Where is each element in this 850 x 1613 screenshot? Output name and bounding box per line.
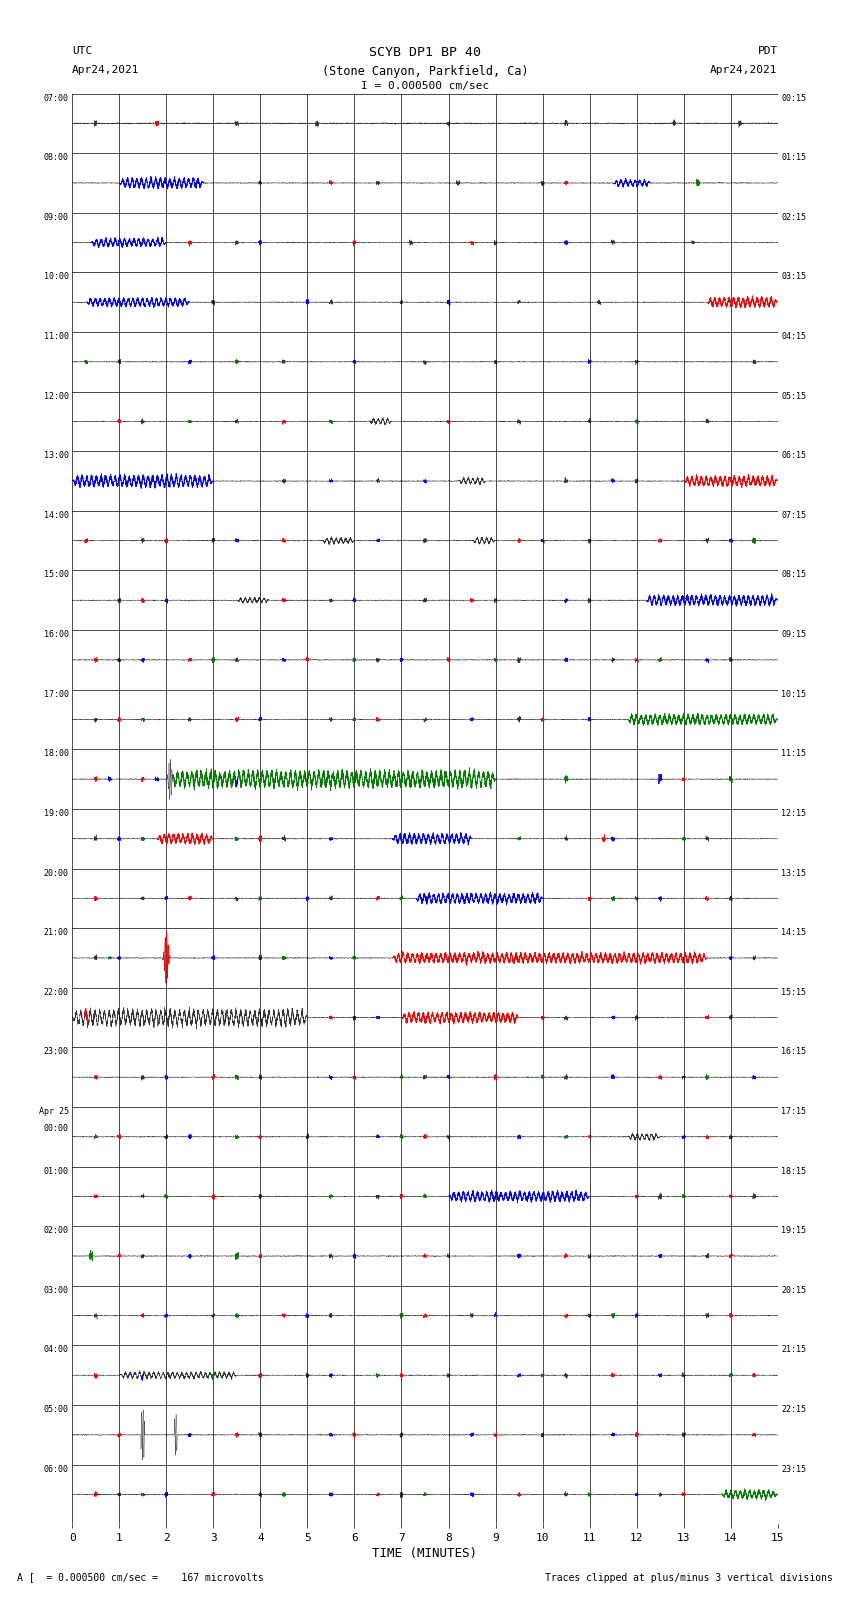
Text: 13:15: 13:15 <box>781 868 807 877</box>
Text: 23:00: 23:00 <box>43 1047 69 1057</box>
Text: 00:15: 00:15 <box>781 94 807 103</box>
Text: 09:00: 09:00 <box>43 213 69 221</box>
Text: 01:15: 01:15 <box>781 153 807 163</box>
Text: 06:00: 06:00 <box>43 1465 69 1474</box>
Text: 16:00: 16:00 <box>43 631 69 639</box>
Text: 19:15: 19:15 <box>781 1226 807 1236</box>
Text: UTC: UTC <box>72 45 93 56</box>
Text: 10:00: 10:00 <box>43 273 69 281</box>
Text: 09:15: 09:15 <box>781 631 807 639</box>
Text: 05:15: 05:15 <box>781 392 807 400</box>
Text: (Stone Canyon, Parkfield, Ca): (Stone Canyon, Parkfield, Ca) <box>321 65 529 77</box>
Text: 22:00: 22:00 <box>43 987 69 997</box>
Text: 02:00: 02:00 <box>43 1226 69 1236</box>
Text: 08:15: 08:15 <box>781 571 807 579</box>
Text: 03:00: 03:00 <box>43 1286 69 1295</box>
Text: 16:15: 16:15 <box>781 1047 807 1057</box>
Text: 06:15: 06:15 <box>781 452 807 460</box>
Text: 12:15: 12:15 <box>781 810 807 818</box>
Text: Traces clipped at plus/minus 3 vertical divisions: Traces clipped at plus/minus 3 vertical … <box>545 1573 833 1582</box>
X-axis label: TIME (MINUTES): TIME (MINUTES) <box>372 1547 478 1560</box>
Text: 11:00: 11:00 <box>43 332 69 340</box>
Text: 21:15: 21:15 <box>781 1345 807 1355</box>
Text: 04:00: 04:00 <box>43 1345 69 1355</box>
Text: 21:00: 21:00 <box>43 927 69 937</box>
Text: 13:00: 13:00 <box>43 452 69 460</box>
Text: 14:00: 14:00 <box>43 511 69 519</box>
Text: 14:15: 14:15 <box>781 927 807 937</box>
Text: 19:00: 19:00 <box>43 810 69 818</box>
Text: 18:00: 18:00 <box>43 750 69 758</box>
Text: 10:15: 10:15 <box>781 690 807 698</box>
Text: 23:15: 23:15 <box>781 1465 807 1474</box>
Text: 20:00: 20:00 <box>43 868 69 877</box>
Text: 08:00: 08:00 <box>43 153 69 163</box>
Text: A [  = 0.000500 cm/sec =    167 microvolts: A [ = 0.000500 cm/sec = 167 microvolts <box>17 1573 264 1582</box>
Text: 03:15: 03:15 <box>781 273 807 281</box>
Text: SCYB DP1 BP 40: SCYB DP1 BP 40 <box>369 45 481 60</box>
Text: I = 0.000500 cm/sec: I = 0.000500 cm/sec <box>361 81 489 90</box>
Text: Apr 25: Apr 25 <box>39 1107 69 1116</box>
Text: 02:15: 02:15 <box>781 213 807 221</box>
Text: 01:00: 01:00 <box>43 1166 69 1176</box>
Text: 07:15: 07:15 <box>781 511 807 519</box>
Text: 18:15: 18:15 <box>781 1166 807 1176</box>
Text: 22:15: 22:15 <box>781 1405 807 1415</box>
Text: 07:00: 07:00 <box>43 94 69 103</box>
Text: 20:15: 20:15 <box>781 1286 807 1295</box>
Text: 15:15: 15:15 <box>781 987 807 997</box>
Text: 12:00: 12:00 <box>43 392 69 400</box>
Text: Apr24,2021: Apr24,2021 <box>72 65 139 74</box>
Text: 05:00: 05:00 <box>43 1405 69 1415</box>
Text: 17:15: 17:15 <box>781 1107 807 1116</box>
Text: PDT: PDT <box>757 45 778 56</box>
Text: 00:00: 00:00 <box>43 1124 69 1134</box>
Text: 17:00: 17:00 <box>43 690 69 698</box>
Text: 11:15: 11:15 <box>781 750 807 758</box>
Text: 04:15: 04:15 <box>781 332 807 340</box>
Text: Apr24,2021: Apr24,2021 <box>711 65 778 74</box>
Text: 15:00: 15:00 <box>43 571 69 579</box>
